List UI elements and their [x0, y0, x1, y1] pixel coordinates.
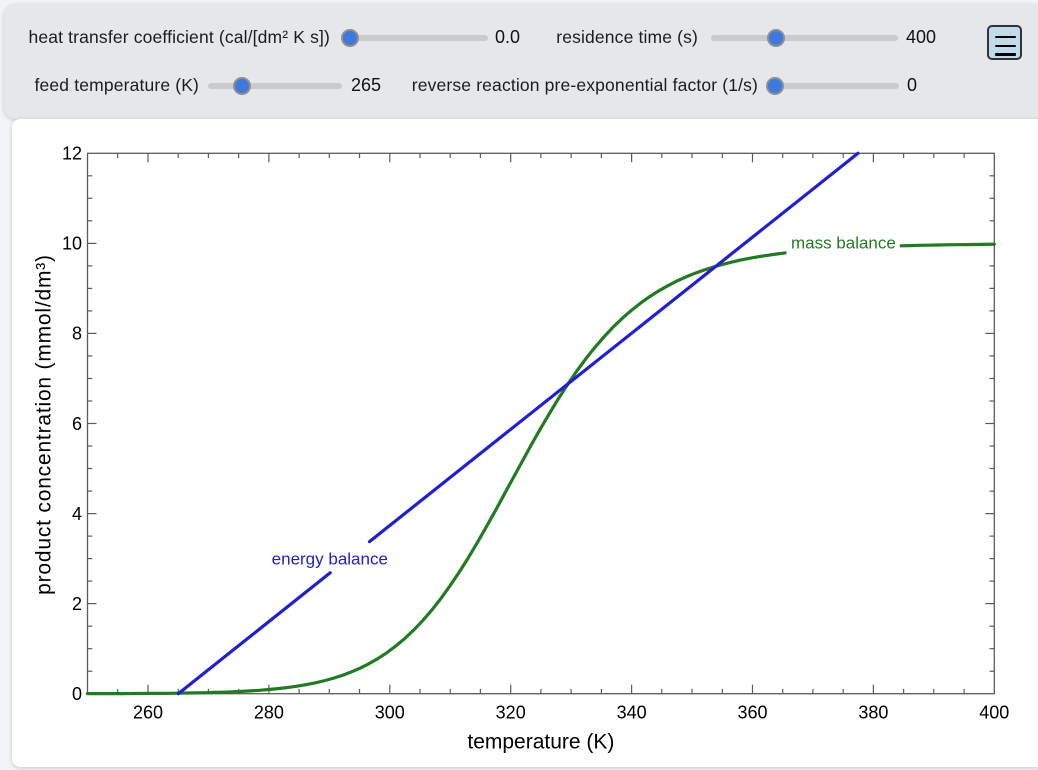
svg-text:360: 360	[737, 703, 767, 723]
svg-text:400: 400	[979, 703, 1009, 723]
svg-text:product concentration (mmol/dm: product concentration (mmol/dm³)	[32, 254, 55, 595]
svg-text:2: 2	[72, 594, 82, 614]
svg-text:300: 300	[375, 703, 405, 723]
svg-text:0: 0	[72, 684, 82, 704]
svg-text:6: 6	[72, 414, 82, 434]
svg-text:260: 260	[133, 703, 163, 723]
svg-text:380: 380	[858, 703, 888, 723]
svg-text:mass balance: mass balance	[791, 234, 896, 253]
svg-text:10: 10	[62, 234, 82, 254]
svg-text:12: 12	[62, 144, 82, 164]
svg-text:280: 280	[254, 703, 284, 723]
svg-text:8: 8	[72, 324, 82, 344]
svg-text:320: 320	[496, 703, 526, 723]
svg-text:energy balance: energy balance	[272, 550, 388, 569]
svg-text:temperature (K): temperature (K)	[467, 731, 614, 754]
svg-text:340: 340	[617, 703, 647, 723]
svg-text:4: 4	[72, 504, 82, 524]
